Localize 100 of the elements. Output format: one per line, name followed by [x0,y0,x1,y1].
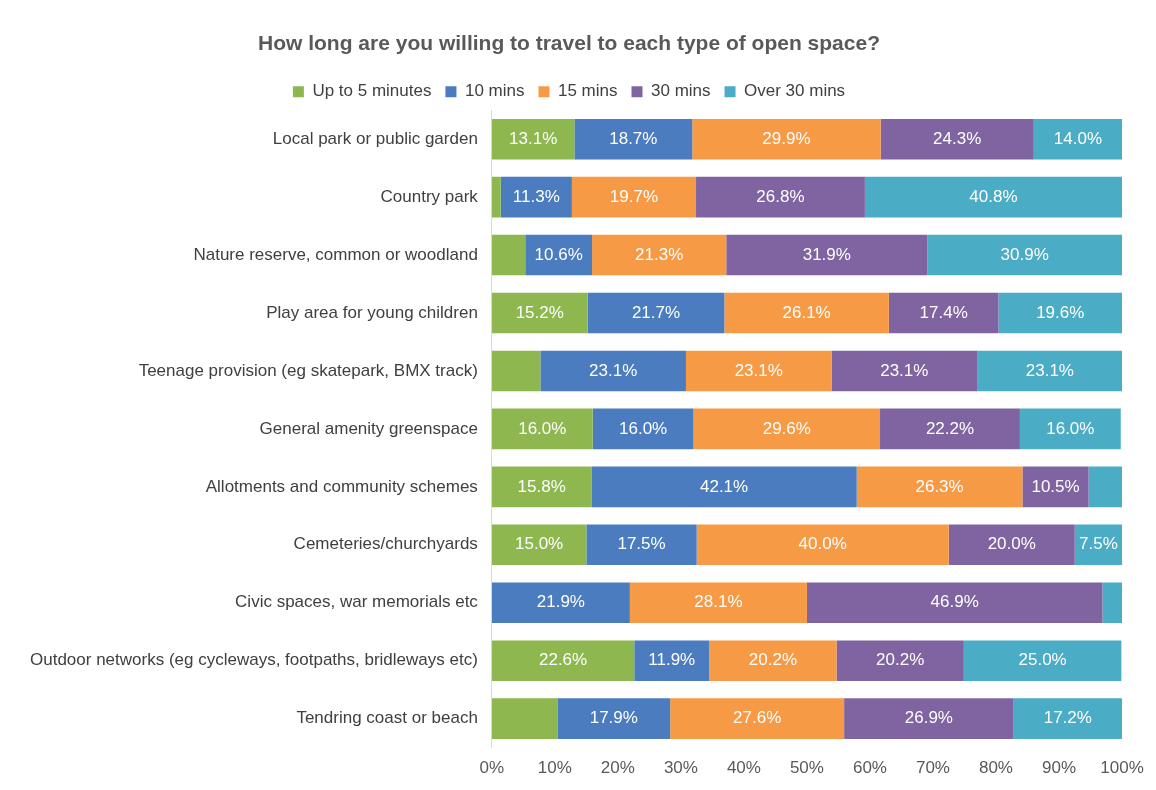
data-label: 20.0% [987,534,1036,554]
x-tick-label: 0% [479,758,505,778]
data-label: 20.2% [748,650,797,670]
bar [491,408,593,450]
data-label: 17.4% [919,302,968,322]
y-tick-label: Civic spaces, war memorials etc [235,592,479,612]
bar [1019,408,1121,450]
x-tick-label: 40% [726,758,761,778]
data-label: 24.3% [933,128,982,148]
bar [880,118,1034,160]
y-tick-label: Allotments and community schemes [205,476,478,496]
data-label: 21.7% [631,302,681,322]
y-tick-label: General amenity greenspace [259,418,478,438]
data-label: 26.9% [904,708,953,728]
data-label: 10.5% [1031,476,1080,496]
data-label: 23.1% [734,360,783,380]
data-label: 31.9% [802,244,851,264]
bar [856,466,1023,508]
legend-label: Over 30 mins [744,81,846,101]
bar [586,524,697,566]
bar [491,234,526,276]
y-tick-label: Country park [380,186,479,206]
data-label: 15.8% [517,476,566,496]
bar [685,350,832,392]
bar [948,524,1075,566]
bar [587,292,725,334]
x-tick-label: 80% [978,758,1013,778]
bar [696,524,949,566]
x-tick-label: 20% [600,758,635,778]
data-label: 23.1% [880,360,929,380]
bar [692,118,881,160]
bar [1088,466,1122,508]
bar [880,408,1020,450]
bar [709,640,837,681]
data-label: 17.9% [589,708,638,728]
bar [591,466,857,508]
bar [670,698,845,739]
bar [888,292,999,334]
data-label: 22.6% [538,650,588,670]
y-tick-label: Tendring coast or beach [296,708,478,728]
data-label: 20.2% [876,650,925,670]
data-label: 26.3% [915,476,964,496]
data-label: 26.8% [756,186,805,206]
bar [540,350,686,392]
x-tick-label: 60% [852,758,887,778]
bar [592,234,727,276]
x-tick-label: 50% [789,758,824,778]
bar [574,118,693,160]
data-label: 15.0% [515,534,564,554]
data-label: 26.1% [782,302,831,322]
bar [693,408,881,450]
bar [724,292,889,334]
bar [1033,118,1122,160]
data-label: 21.3% [635,244,684,264]
bar [491,698,558,739]
legend-label: 30 mins [651,81,711,101]
legend-label: Up to 5 minutes [312,81,432,101]
data-label: 17.2% [1043,708,1092,728]
y-tick-label: Outdoor networks (eg cycleways, footpaths, bridleways etc) [29,650,478,670]
data-label: 23.1% [1025,360,1074,380]
bar [864,176,1122,218]
data-label: 10.6% [534,244,583,264]
bar [491,466,592,508]
y-tick-label: Play area for young children [266,302,478,322]
bar [927,234,1122,276]
y-tick-label: Nature reserve, common or woodland [193,244,478,264]
data-label: 13.1% [509,128,558,148]
data-label: 19.6% [1036,302,1085,322]
data-label: 11.3% [512,186,560,206]
bar [1102,582,1122,624]
data-label: 40.8% [969,186,1018,206]
data-label: 40.0% [798,534,847,554]
data-label: 29.9% [762,128,811,148]
y-tick-label: Teenage provision (eg skatepark, BMX track) [138,360,478,380]
bar [491,118,575,160]
y-tick-label: Cemeteries/churchyards [293,534,478,554]
data-label: 19.7% [609,186,659,206]
x-tick-label: 90% [1041,758,1076,778]
bar [1013,698,1122,739]
chart-title: How long are you willing to travel to each type of open space? [258,31,880,55]
bar [998,292,1122,334]
bar [696,176,865,218]
data-label: 27.6% [733,708,782,728]
y-tick-label: Local park or public garden [272,128,478,148]
data-label: 30.9% [1000,244,1049,264]
x-tick-label: 70% [915,758,950,778]
data-label: 14.0% [1053,128,1102,148]
bar [629,582,807,624]
legend-label: 10 mins [464,81,525,101]
bar [977,350,1122,392]
data-label: 21.9% [536,592,585,612]
bar [634,640,710,681]
data-label: 11.9% [648,650,696,670]
bar [491,582,630,624]
bar [491,524,587,566]
x-tick-label: 10% [537,758,572,778]
data-label: 16.0% [618,418,668,438]
data-label: 23.1% [589,360,638,380]
data-label: 42.1% [699,476,749,496]
x-tick-label: 30% [663,758,698,778]
